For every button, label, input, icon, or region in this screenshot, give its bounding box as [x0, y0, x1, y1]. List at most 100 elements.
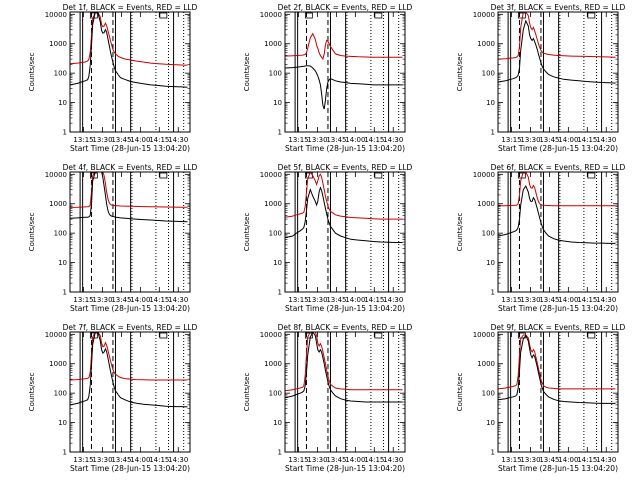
- y-tick-label: 10: [58, 259, 67, 267]
- plot-area: [285, 172, 403, 292]
- y-tick-label: 1000: [264, 360, 282, 368]
- panel-det-5: Det 5f, BLACK = Events, RED = LLD Counts/…: [243, 163, 413, 313]
- box-marker: [587, 332, 596, 339]
- y-tick-label: 1: [278, 449, 282, 457]
- x-tick-label: 13:30: [92, 456, 112, 464]
- y-axis-label: Counts/sec: [28, 53, 36, 92]
- x-tick-label: 14:30: [596, 456, 616, 464]
- x-tick-label: 14:30: [168, 456, 188, 464]
- series-events: [70, 332, 188, 408]
- y-axis-label: Counts/sec: [243, 53, 251, 92]
- x-tick-label: 13:30: [307, 296, 327, 304]
- series-events: [70, 172, 188, 223]
- box-marker: [587, 172, 596, 179]
- x-tick-label: 13:15: [288, 456, 308, 464]
- series-lld: [285, 172, 403, 220]
- y-tick-label: 10000: [260, 171, 282, 179]
- axes-frame: [497, 331, 619, 453]
- plot-area: [70, 332, 188, 452]
- x-axis-label: Start Time (28-Jun-15 13:04:20): [498, 304, 618, 313]
- axes-frame: [284, 331, 406, 453]
- y-tick-label: 10000: [260, 331, 282, 339]
- x-axis-label: Start Time (28-Jun-15 13:04:20): [498, 464, 618, 473]
- panel-det-9: Det 9f, BLACK = Events, RED = LLD Counts/…: [456, 323, 626, 473]
- x-tick-label: 14:00: [345, 456, 365, 464]
- axes-frame: [497, 171, 619, 293]
- panel-title: Det 6f, BLACK = Events, RED = LLD: [491, 163, 626, 172]
- x-tick-label: 13:45: [111, 456, 131, 464]
- series-lld: [285, 332, 403, 392]
- y-tick-label: 100: [54, 70, 67, 78]
- panel-det-8: Det 8f, BLACK = Events, RED = LLD Counts/…: [243, 323, 413, 473]
- y-axis-label: Counts/sec: [456, 53, 464, 92]
- x-tick-label: 13:30: [307, 456, 327, 464]
- y-tick-label: 1000: [264, 40, 282, 48]
- y-tick-label: 1: [491, 129, 495, 137]
- y-tick-label: 1: [278, 289, 282, 297]
- x-axis-label: Start Time (28-Jun-15 13:04:20): [285, 304, 405, 313]
- x-tick-label: 14:00: [558, 296, 578, 304]
- x-tick-label: 13:15: [288, 296, 308, 304]
- x-tick-label: 14:00: [345, 136, 365, 144]
- x-tick-label: 14:00: [558, 456, 578, 464]
- axes-frame: [69, 331, 191, 453]
- panel-title: Det 9f, BLACK = Events, RED = LLD: [491, 323, 626, 332]
- plot-area: [70, 172, 188, 292]
- x-axis-label: Start Time (28-Jun-15 13:04:20): [285, 144, 405, 153]
- y-tick-label: 10: [58, 99, 67, 107]
- x-tick-label: 13:15: [73, 296, 93, 304]
- axes-frame: [284, 171, 406, 293]
- x-tick-label: 13:45: [539, 456, 559, 464]
- y-tick-label: 1: [63, 289, 67, 297]
- y-tick-label: 1000: [49, 360, 67, 368]
- x-tick-label: 14:00: [345, 296, 365, 304]
- panel-title: Det 4f, BLACK = Events, RED = LLD: [63, 163, 198, 172]
- panel-det-4: Det 4f, BLACK = Events, RED = LLD Counts/…: [28, 163, 198, 313]
- y-tick-label: 10: [273, 99, 282, 107]
- series-events: [70, 12, 188, 88]
- x-tick-label: 13:15: [501, 136, 521, 144]
- x-tick-label: 14:00: [130, 456, 150, 464]
- axes-frame: [497, 11, 619, 133]
- x-tick-label: 14:00: [130, 136, 150, 144]
- panel-title: Det 7f, BLACK = Events, RED = LLD: [63, 323, 198, 332]
- y-tick-label: 10000: [45, 171, 67, 179]
- y-tick-label: 100: [482, 230, 495, 238]
- plot-area: [498, 172, 616, 292]
- x-axis-label: Start Time (28-Jun-15 13:04:20): [70, 144, 190, 153]
- y-tick-label: 100: [482, 390, 495, 398]
- panel-det-1: Det 1f, BLACK = Events, RED = LLD Counts/…: [28, 3, 198, 153]
- axes-frame: [69, 171, 191, 293]
- box-marker: [304, 12, 313, 19]
- y-tick-label: 1000: [477, 200, 495, 208]
- x-tick-label: 13:45: [326, 136, 346, 144]
- y-tick-label: 10: [486, 259, 495, 267]
- y-tick-label: 1: [491, 289, 495, 297]
- x-tick-label: 13:30: [307, 136, 327, 144]
- plot-area: [498, 12, 616, 132]
- x-tick-label: 14:15: [364, 296, 384, 304]
- box-marker: [159, 172, 168, 179]
- x-axis-label: Start Time (28-Jun-15 13:04:20): [285, 464, 405, 473]
- x-tick-label: 14:00: [130, 296, 150, 304]
- x-tick-label: 14:30: [168, 136, 188, 144]
- x-tick-label: 14:15: [577, 296, 597, 304]
- x-tick-label: 13:30: [92, 136, 112, 144]
- y-tick-label: 10000: [45, 11, 67, 19]
- x-tick-label: 14:30: [596, 296, 616, 304]
- y-tick-label: 10000: [260, 11, 282, 19]
- y-tick-label: 10000: [473, 331, 495, 339]
- x-tick-label: 13:15: [73, 136, 93, 144]
- y-tick-label: 1000: [477, 360, 495, 368]
- y-tick-label: 1000: [49, 40, 67, 48]
- y-tick-label: 100: [54, 390, 67, 398]
- y-tick-label: 100: [482, 70, 495, 78]
- x-axis-label: Start Time (28-Jun-15 13:04:20): [70, 464, 190, 473]
- y-tick-label: 100: [269, 230, 282, 238]
- panel-det-2: Det 2f, BLACK = Events, RED = LLD Counts/…: [243, 3, 413, 153]
- box-marker: [374, 332, 383, 339]
- x-tick-label: 14:30: [596, 136, 616, 144]
- y-tick-label: 100: [54, 230, 67, 238]
